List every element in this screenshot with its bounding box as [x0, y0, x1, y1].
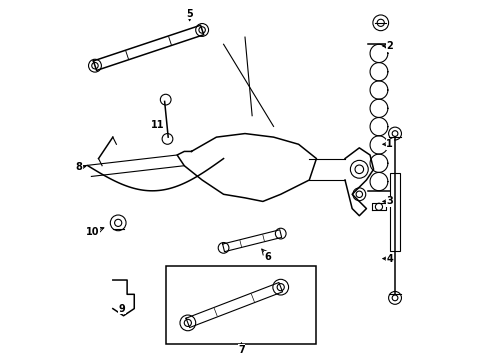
Text: 10: 10	[86, 227, 100, 237]
Text: 2: 2	[386, 41, 393, 51]
Text: 7: 7	[238, 345, 245, 355]
Text: 1: 1	[386, 139, 393, 149]
Text: 8: 8	[75, 162, 82, 172]
Bar	[390, 173, 400, 251]
Text: 4: 4	[386, 253, 393, 264]
Text: 9: 9	[119, 303, 125, 314]
Text: 11: 11	[151, 120, 164, 130]
Bar	[167, 266, 317, 344]
Text: 3: 3	[386, 197, 393, 206]
Text: 5: 5	[186, 9, 193, 19]
Text: 6: 6	[265, 252, 271, 262]
